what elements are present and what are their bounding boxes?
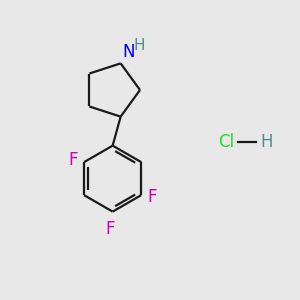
Text: N: N	[123, 44, 135, 62]
Text: F: F	[147, 188, 157, 206]
Text: F: F	[105, 220, 114, 238]
Text: F: F	[69, 151, 78, 169]
Text: H: H	[134, 38, 145, 53]
Text: Cl: Cl	[218, 133, 234, 151]
Text: H: H	[260, 133, 272, 151]
